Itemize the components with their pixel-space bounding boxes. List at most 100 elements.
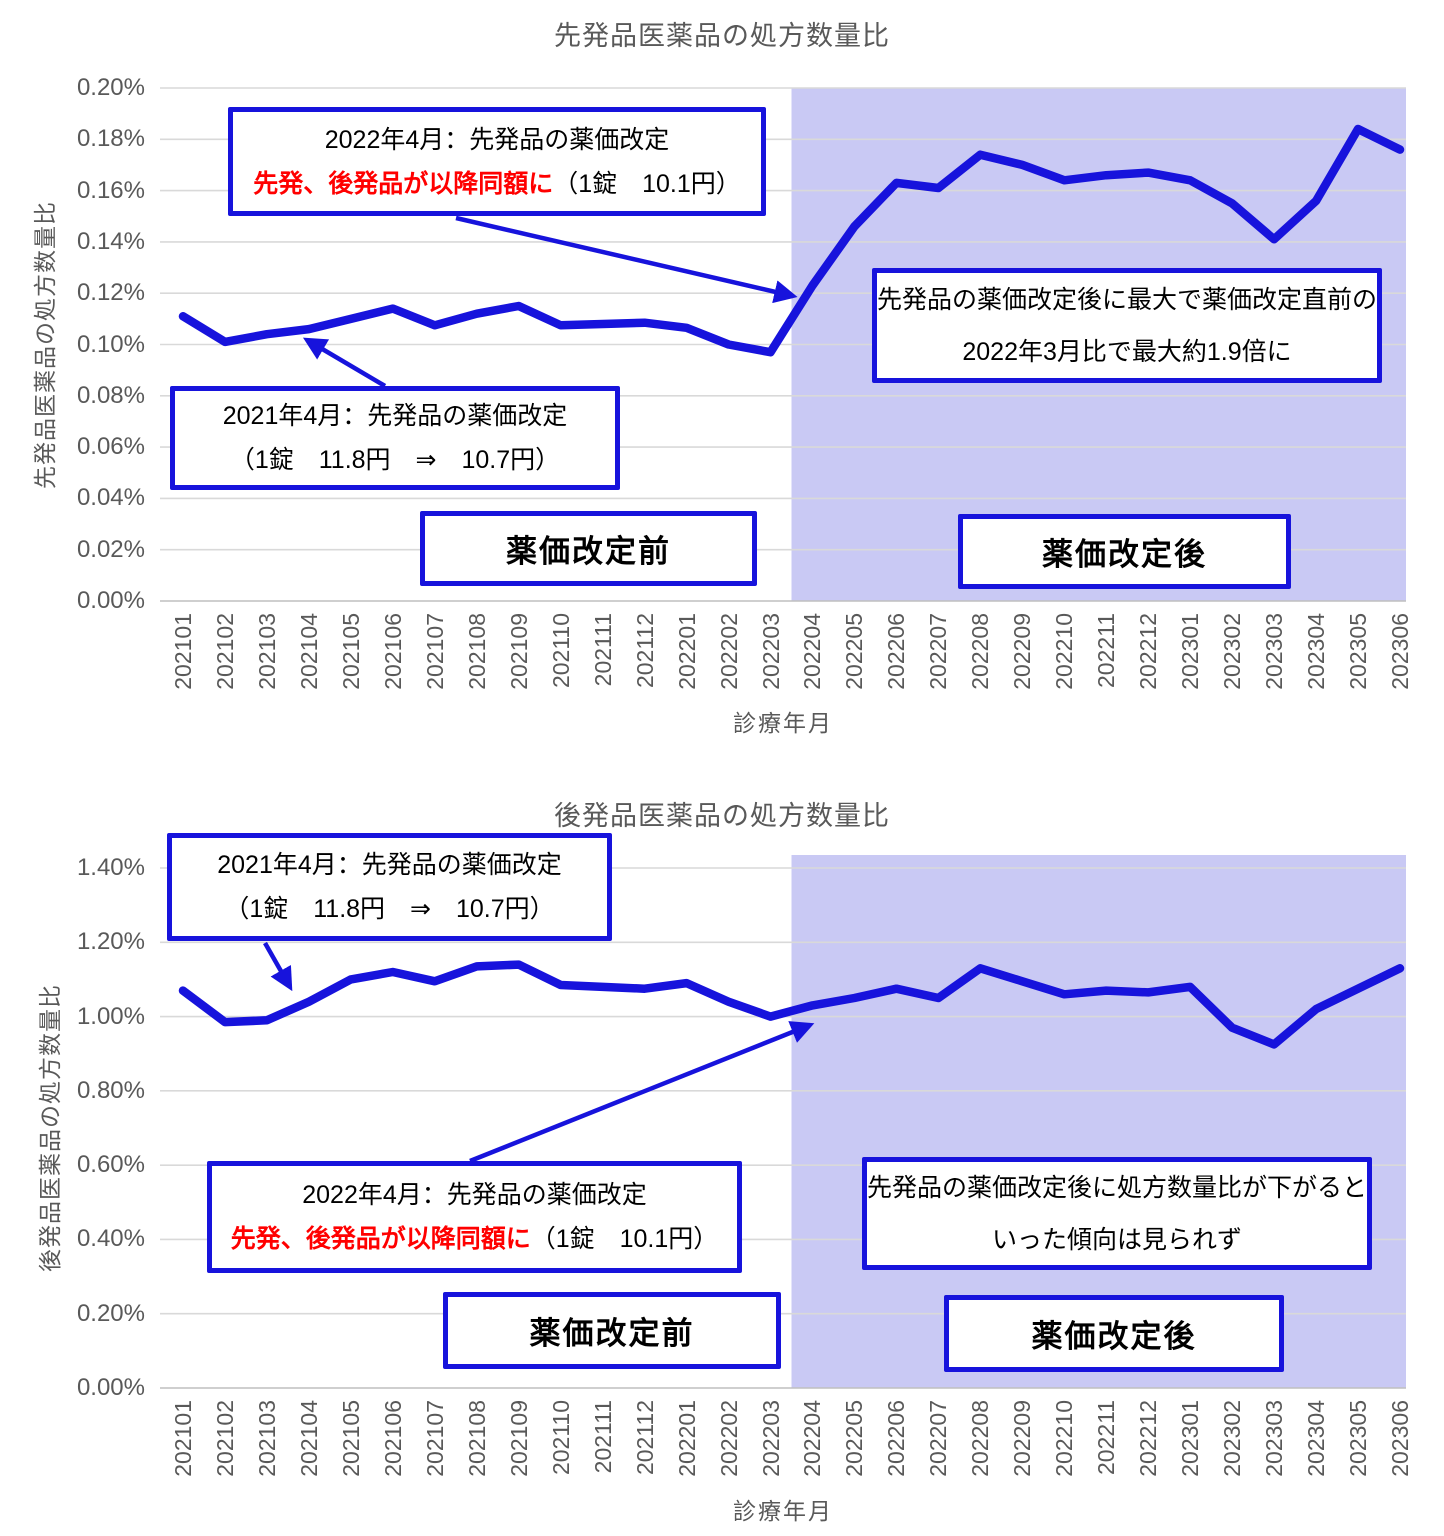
x-tick-label: 202203 [757,1400,784,1477]
x-tick-label: 202205 [841,613,868,690]
x-tick-label: 202212 [1135,1400,1162,1477]
y-tick-label: 0.60% [76,1151,145,1179]
y-tick-label: 0.02% [76,535,145,563]
annotation-2022-revision: 2022年4月：先発品の薬価改定 先発、後発品が以降同額に（1錠 10.1円） [207,1161,742,1273]
y-tick-label: 0.40% [76,1225,145,1253]
x-tick-label: 202301 [1177,1400,1204,1477]
chart-title: 先発品医薬品の処方数量比 [554,21,890,51]
x-tick-label: 202204 [799,1400,826,1477]
annotation-text: 2022年3月比で最大約1.9倍に [962,337,1292,366]
x-tick-label: 202109 [505,613,532,690]
annotation-2021-revision: 2021年4月：先発品の薬価改定 （1錠 11.8円 ⇒ 10.7円） [167,833,612,941]
x-axis-title: 診療年月 [733,1498,833,1524]
x-tick-label: 202205 [841,1400,868,1477]
label-after-revision: 薬価改定後 [958,514,1291,589]
x-tick-label: 202107 [421,613,448,690]
annotation-text: （1錠 11.8円 ⇒ 10.7円） [224,895,555,923]
y-axis-title: 後発品医薬品の処方数量比 [37,984,63,1272]
y-tick-label: 0.16% [76,176,145,204]
x-tick-label: 202104 [295,1400,322,1477]
x-tick-label: 202103 [253,1400,280,1477]
annotation-text: 先発品の薬価改定後に最大で薬価改定直前の [877,285,1378,314]
x-tick-label: 202211 [1093,613,1120,689]
x-tick-label: 202202 [715,613,742,690]
x-tick-label: 202303 [1261,613,1288,690]
x-tick-label: 202208 [967,1400,994,1477]
annotation-arrow [302,337,387,388]
x-tick-label: 202301 [1177,613,1204,690]
x-tick-label: 202305 [1345,613,1372,690]
x-tick-label: 202304 [1303,613,1330,690]
x-tick-label: 202209 [1009,1400,1036,1477]
annotation-text: 2021年4月：先発品の薬価改定 [222,402,568,430]
label-before-revision: 薬価改定前 [420,511,757,586]
annotation-text: いった傾向は見られず [991,1225,1242,1254]
x-tick-label: 202111 [589,1400,616,1474]
x-tick-label: 202102 [211,613,238,690]
chart-generic-drugs: 後発品医薬品の処方数量比 後発品医薬品の処方数量比 診療年月 2021年4月：先… [0,780,1444,1536]
x-tick-label: 202103 [253,613,280,690]
annotation-arrow [455,215,798,304]
label-after-revision: 薬価改定後 [944,1295,1284,1372]
x-tick-label: 202208 [967,613,994,690]
x-tick-label: 202305 [1345,1400,1372,1477]
y-tick-label: 0.00% [76,1374,145,1401]
y-tick-label: 1.20% [76,928,145,956]
y-tick-label: 0.04% [76,484,145,512]
y-tick-label: 0.08% [76,381,145,409]
annotation-text: 先発、後発品が以降同額に（1錠 10.1円） [253,169,741,198]
x-tick-label: 202105 [337,1400,364,1477]
annotation-text: 2022年4月：先発品の薬価改定 [302,1181,647,1209]
x-axis-title: 診療年月 [733,710,833,736]
x-tick-label: 202110 [547,613,574,689]
x-tick-label: 202112 [631,1400,658,1476]
x-tick-label: 202111 [589,613,616,687]
label-before-revision: 薬価改定前 [443,1292,781,1369]
x-tick-label: 202110 [547,1400,574,1476]
y-tick-label: 1.00% [76,1002,145,1030]
chart-title: 後発品医薬品の処方数量比 [554,801,890,831]
x-tick-label: 202106 [379,1400,406,1477]
annotation-result: 先発品の薬価改定後に最大で薬価改定直前の 2022年3月比で最大約1.9倍に [872,268,1382,383]
annotation-text: 2022年4月：先発品の薬価改定 [324,125,670,154]
x-tick-label: 202201 [673,613,700,690]
y-tick-label: 1.40% [76,854,145,881]
x-tick-label: 202207 [925,613,952,690]
x-tick-label: 202207 [925,1400,952,1477]
x-tick-label: 202302 [1219,1400,1246,1477]
annotation-text: 先発、後発品が以降同額に（1錠 10.1円） [230,1225,719,1253]
x-tick-label: 202303 [1261,1400,1288,1477]
x-tick-label: 202210 [1051,1400,1078,1477]
x-tick-label: 202109 [505,1400,532,1477]
y-tick-label: 0.14% [76,227,145,255]
y-tick-label: 0.06% [76,433,145,461]
x-tick-label: 202302 [1219,613,1246,690]
x-tick-label: 202104 [295,613,322,690]
x-tick-label: 202101 [170,613,196,690]
annotation-2022-revision: 2022年4月：先発品の薬価改定 先発、後発品が以降同額に（1錠 10.1円） [228,107,766,216]
x-tick-label: 202106 [379,613,406,690]
annotation-text: 先発品の薬価改定後に処方数量比が下がると [867,1173,1368,1202]
x-tick-label: 202102 [211,1400,238,1477]
annotation-text: （1錠 11.8円 ⇒ 10.7円） [229,446,561,474]
y-tick-label: 0.10% [76,330,145,358]
x-tick-label: 202202 [715,1400,742,1477]
x-tick-label: 202108 [463,1400,490,1477]
x-tick-label: 202209 [1009,613,1036,690]
x-tick-label: 202105 [337,613,364,690]
x-tick-label: 202306 [1387,1400,1413,1477]
y-tick-label: 0.80% [76,1076,145,1104]
x-tick-label: 202203 [757,613,784,690]
annotation-arrow [263,941,293,992]
x-tick-label: 202108 [463,613,490,690]
x-tick-label: 202210 [1051,613,1078,690]
x-tick-label: 202211 [1093,1400,1120,1476]
data-line [178,124,1405,357]
annotation-arrow [469,1021,815,1164]
x-tick-label: 202101 [170,1400,196,1477]
annotation-result: 先発品の薬価改定後に処方数量比が下がると いった傾向は見られず [862,1157,1372,1270]
y-tick-label: 0.12% [76,279,145,307]
x-tick-label: 202206 [883,613,910,690]
x-tick-label: 202204 [799,613,826,690]
x-tick-label: 202201 [673,1400,700,1477]
